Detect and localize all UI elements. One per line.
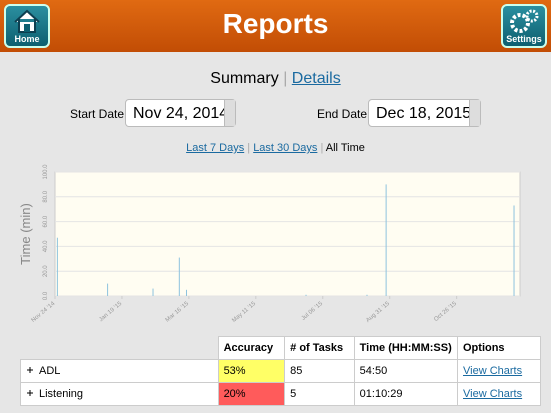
range-active[interactable]: All Time — [325, 142, 365, 154]
cell: 5 — [284, 382, 355, 406]
view-charts-link[interactable]: View Charts — [463, 388, 523, 400]
start-select[interactable]: Nov 24, 2014 — [125, 99, 236, 127]
x-tick-label: Mar 16 '15 — [165, 301, 191, 324]
bar — [178, 257, 180, 296]
x-tick-label: May 11 '15 — [231, 301, 257, 324]
range-link[interactable]: Last 7 Days — [186, 142, 245, 154]
home-button[interactable]: Home — [4, 4, 50, 48]
header-row: Accuracy # of Tasks Time (HH:MM:SS) Options — [21, 336, 541, 360]
cell: View Charts — [457, 382, 541, 406]
y-tick-label: 80.0 — [43, 190, 49, 202]
header-cell: Accuracy — [217, 336, 286, 360]
header-cell: Time (HH:MM:SS) — [353, 336, 459, 360]
name-cell: Listening — [20, 382, 219, 406]
cell: 53% — [217, 359, 286, 383]
bar — [366, 294, 368, 296]
expand-icon[interactable] — [26, 366, 34, 374]
x-tick-label: Oct 26 '15 — [433, 301, 458, 323]
end-label: End Date — [317, 107, 368, 121]
x-tick-label: Jul 06 '15 — [301, 301, 325, 322]
tab-details[interactable]: Details — [291, 70, 341, 87]
tab-separator: | — [283, 70, 288, 87]
settings-button[interactable]: Settings — [501, 4, 547, 48]
page-title: Reports — [222, 8, 329, 39]
row-name: Listening — [39, 388, 84, 400]
header-bar — [0, 0, 551, 52]
tab-bar: Summary | Details — [0, 70, 551, 88]
y-tick-label: 100.0 — [43, 164, 49, 180]
view-charts-link[interactable]: View Charts — [463, 365, 523, 377]
table-row: Listening 20% 5 01:10:29 View Charts — [20, 382, 541, 406]
summary-table: Accuracy # of Tasks Time (HH:MM:SS) Options… — [20, 336, 541, 406]
cell: View Charts — [457, 359, 541, 383]
row-name: ADL — [39, 365, 61, 377]
start-label: Start Date — [70, 107, 125, 121]
x-tick-label: Nov 24 '14 — [31, 301, 57, 324]
range-links: Last 7 Days | Last 30 Days | All Time — [186, 142, 365, 154]
y-tick-label: 20.0 — [43, 265, 49, 277]
cell: 85 — [284, 359, 355, 383]
table-row: ADL 53% 85 54:50 View Charts — [20, 359, 541, 383]
bar — [56, 237, 58, 296]
header-cell: # of Tasks — [284, 336, 355, 360]
bar — [107, 283, 109, 296]
name-cell: ADL — [20, 359, 219, 383]
y-tick-label: 60.0 — [43, 215, 49, 227]
end-select[interactable]: Dec 18, 2015 — [368, 99, 481, 127]
cell: 01:10:29 — [353, 382, 459, 406]
x-tick-label: Jan 19 '15 — [98, 301, 123, 324]
cell: 20% — [217, 382, 286, 406]
y-axis-label: Time (min) — [18, 203, 33, 265]
bar — [305, 294, 307, 296]
x-tick-label: Aug 31 '15 — [365, 301, 391, 324]
tab-summary[interactable]: Summary — [210, 70, 279, 87]
cell: 54:50 — [353, 359, 459, 383]
settings-icon — [510, 9, 539, 33]
bar — [185, 289, 187, 296]
home-label: Home — [14, 34, 40, 44]
bar — [152, 288, 154, 296]
expand-icon[interactable] — [26, 389, 34, 397]
header-cell — [21, 337, 219, 360]
bar — [513, 205, 515, 296]
header-cell: Options — [457, 336, 541, 360]
y-tick-label: 0.0 — [43, 291, 49, 300]
range-link[interactable]: Last 30 Days — [253, 142, 318, 154]
plot-area — [54, 171, 521, 297]
y-tick-label: 40.0 — [43, 240, 49, 252]
home-icon — [14, 9, 40, 33]
chart: Time (min) 0.0 20.0 40.0 60.0 80.0 100.0 Nov 2… — [18, 164, 521, 324]
bar — [385, 184, 387, 296]
settings-label: Settings — [506, 34, 542, 44]
